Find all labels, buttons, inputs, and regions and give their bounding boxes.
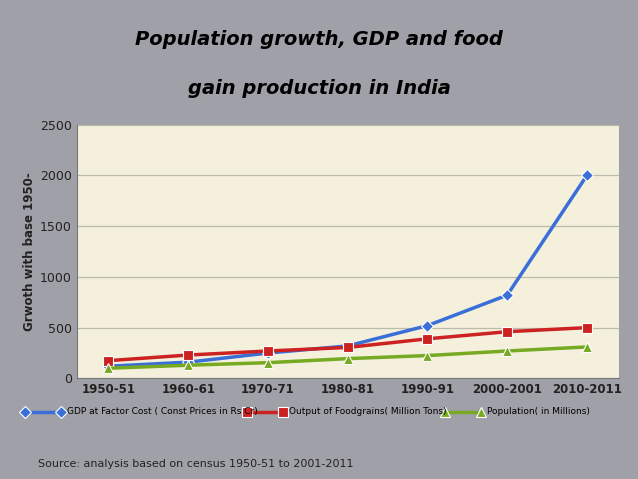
Output of Foodgrains( Million Tons) [264, 348, 272, 354]
Line: GDP at Factor Cost ( Const Prices in Rs Cr): GDP at Factor Cost ( Const Prices in Rs … [104, 171, 591, 370]
Text: Population growth, GDP and food: Population growth, GDP and food [135, 30, 503, 49]
GDP at Factor Cost ( Const Prices in Rs Cr) [105, 364, 112, 369]
Line: Output of Foodgrains( Million Tons): Output of Foodgrains( Million Tons) [103, 323, 592, 365]
Output of Foodgrains( Million Tons) [184, 352, 192, 358]
Population( in Millions) [583, 344, 591, 350]
Population( in Millions) [344, 356, 352, 362]
Population( in Millions) [184, 362, 192, 368]
Population( in Millions) [424, 353, 431, 358]
Y-axis label: Grwoth with base 1950-: Grwoth with base 1950- [23, 172, 36, 331]
Text: Output of Foodgrains( Million Tons): Output of Foodgrains( Million Tons) [289, 408, 447, 416]
Output of Foodgrains( Million Tons) [105, 358, 112, 364]
Population( in Millions) [105, 365, 112, 371]
Text: Population( in Millions): Population( in Millions) [487, 408, 590, 416]
GDP at Factor Cost ( Const Prices in Rs Cr) [503, 292, 511, 298]
Population( in Millions) [503, 348, 511, 354]
GDP at Factor Cost ( Const Prices in Rs Cr) [344, 343, 352, 349]
Text: Source: analysis based on census 1950-51 to 2001-2011: Source: analysis based on census 1950-51… [38, 459, 354, 469]
GDP at Factor Cost ( Const Prices in Rs Cr) [583, 172, 591, 178]
Output of Foodgrains( Million Tons) [344, 344, 352, 350]
GDP at Factor Cost ( Const Prices in Rs Cr) [264, 350, 272, 356]
GDP at Factor Cost ( Const Prices in Rs Cr) [184, 359, 192, 365]
Output of Foodgrains( Million Tons) [424, 336, 431, 342]
Text: gain production in India: gain production in India [188, 79, 450, 98]
Line: Population( in Millions): Population( in Millions) [103, 342, 592, 373]
Output of Foodgrains( Million Tons) [503, 329, 511, 334]
Population( in Millions) [264, 360, 272, 365]
GDP at Factor Cost ( Const Prices in Rs Cr) [424, 323, 431, 329]
Output of Foodgrains( Million Tons) [583, 325, 591, 331]
Text: GDP at Factor Cost ( Const Prices in Rs Cr): GDP at Factor Cost ( Const Prices in Rs … [67, 408, 258, 416]
